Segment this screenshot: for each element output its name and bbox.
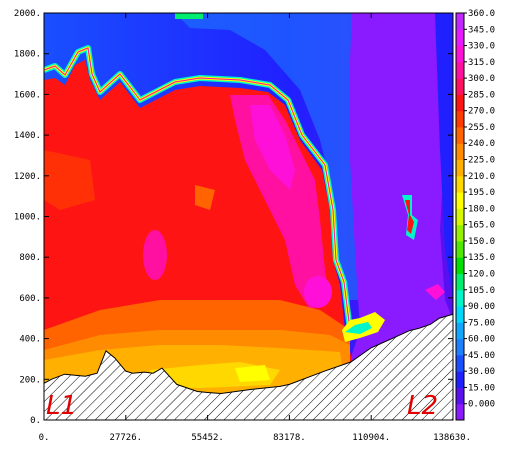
colorbar-swatch (456, 126, 464, 144)
colorbar-swatch (456, 61, 464, 79)
marker-l2: L2 (407, 391, 438, 421)
colorbar-swatch (456, 45, 464, 63)
colorbar-label: 90.00 (468, 302, 495, 312)
colorbar-label: 360.0 (468, 9, 495, 19)
colorbar-swatch (456, 289, 464, 307)
colorbar-swatch (456, 354, 464, 372)
colorbar-label: 210.0 (468, 172, 495, 182)
colorbar-swatch (456, 29, 464, 47)
colorbar-swatch (456, 159, 464, 177)
y-tick-label: 400. (19, 335, 41, 345)
colorbar-label: 285.0 (468, 90, 495, 100)
colorbar-label: 0.000 (468, 400, 495, 410)
marker-l1: L1 (46, 391, 77, 421)
colorbar-swatch (456, 403, 464, 421)
x-tick-label: 110904. (352, 433, 390, 443)
colorbar-label: 15.00 (468, 383, 495, 393)
y-tick-label: 0. (30, 416, 41, 426)
colorbar-label: 120.0 (468, 269, 495, 279)
y-tick-label: 1200. (14, 172, 41, 182)
colorbar-label: 135.0 (468, 253, 495, 263)
colorbar-label: 105.0 (468, 286, 495, 296)
y-tick-label: 600. (19, 294, 41, 304)
colorbar-swatch (456, 273, 464, 291)
colorbar: 0.000 15.00 30.00 45.00 60.00 75.00 90.00 105.0… (455, 9, 495, 421)
colorbar-swatch (456, 110, 464, 128)
colorbar-swatch (456, 208, 464, 226)
colorbar-label: 240.0 (468, 139, 495, 149)
y-tick-label: 1800. (14, 50, 41, 60)
y-tick-label: 200. (19, 375, 41, 385)
colorbar-label: 150.0 (468, 237, 495, 247)
colorbar-label: 255.0 (468, 123, 495, 133)
y-tick-label: 1000. (14, 213, 41, 223)
colorbar-label: 60.00 (468, 335, 495, 345)
colorbar-label: 300.0 (468, 74, 495, 84)
colorbar-label: 30.00 (468, 367, 495, 377)
y-tick-label: 1600. (14, 90, 41, 100)
y-axis: 0. 200. 400. 600. 800. 1000. 1200. 1400. 1600. 18… (14, 9, 453, 426)
colorbar-label: 330.0 (468, 42, 495, 52)
y-tick-label: 1400. (14, 131, 41, 141)
y-tick-label: 2000. (14, 9, 41, 19)
x-tick-label: 83178. (273, 433, 306, 443)
colorbar-swatch (456, 240, 464, 258)
colorbar-swatch (456, 224, 464, 242)
colorbar-swatch (456, 13, 464, 30)
x-axis: 0. 27726. 55452. 83178. 110904. 138630. (39, 13, 471, 443)
colorbar-swatch (456, 387, 464, 405)
colorbar-swatch (456, 338, 464, 356)
colorbar-frame (455, 12, 465, 421)
x-tick-label: 55452. (191, 433, 224, 443)
colorbar-swatch (456, 257, 464, 274)
colorbar-label: 45.00 (468, 351, 495, 361)
x-tick-label: 138630. (433, 433, 471, 443)
x-tick-label: 27726. (110, 433, 143, 443)
colorbar-label: 195.0 (468, 188, 495, 198)
colorbar-swatch (456, 192, 464, 209)
colorbar-label: 75.00 (468, 318, 495, 328)
colorbar-label: 270.0 (468, 107, 495, 117)
x-tick-label: 0. (39, 433, 50, 443)
y-tick-label: 800. (19, 253, 41, 263)
colorbar-label: 165.0 (468, 221, 495, 231)
colorbar-swatch (456, 78, 464, 95)
colorbar-swatch (456, 175, 464, 193)
colorbar-swatch (456, 94, 464, 112)
colorbar-swatch (456, 143, 464, 161)
colorbar-swatch (456, 322, 464, 340)
colorbar-swatch (456, 306, 464, 323)
colorbar-swatch (456, 371, 464, 388)
colorbar-label: 345.0 (468, 25, 495, 35)
colorbar-label: 315.0 (468, 58, 495, 68)
colorbar-label: 180.0 (468, 204, 495, 214)
terrain-mask (44, 313, 453, 420)
colorbar-label: 225.0 (468, 156, 495, 166)
